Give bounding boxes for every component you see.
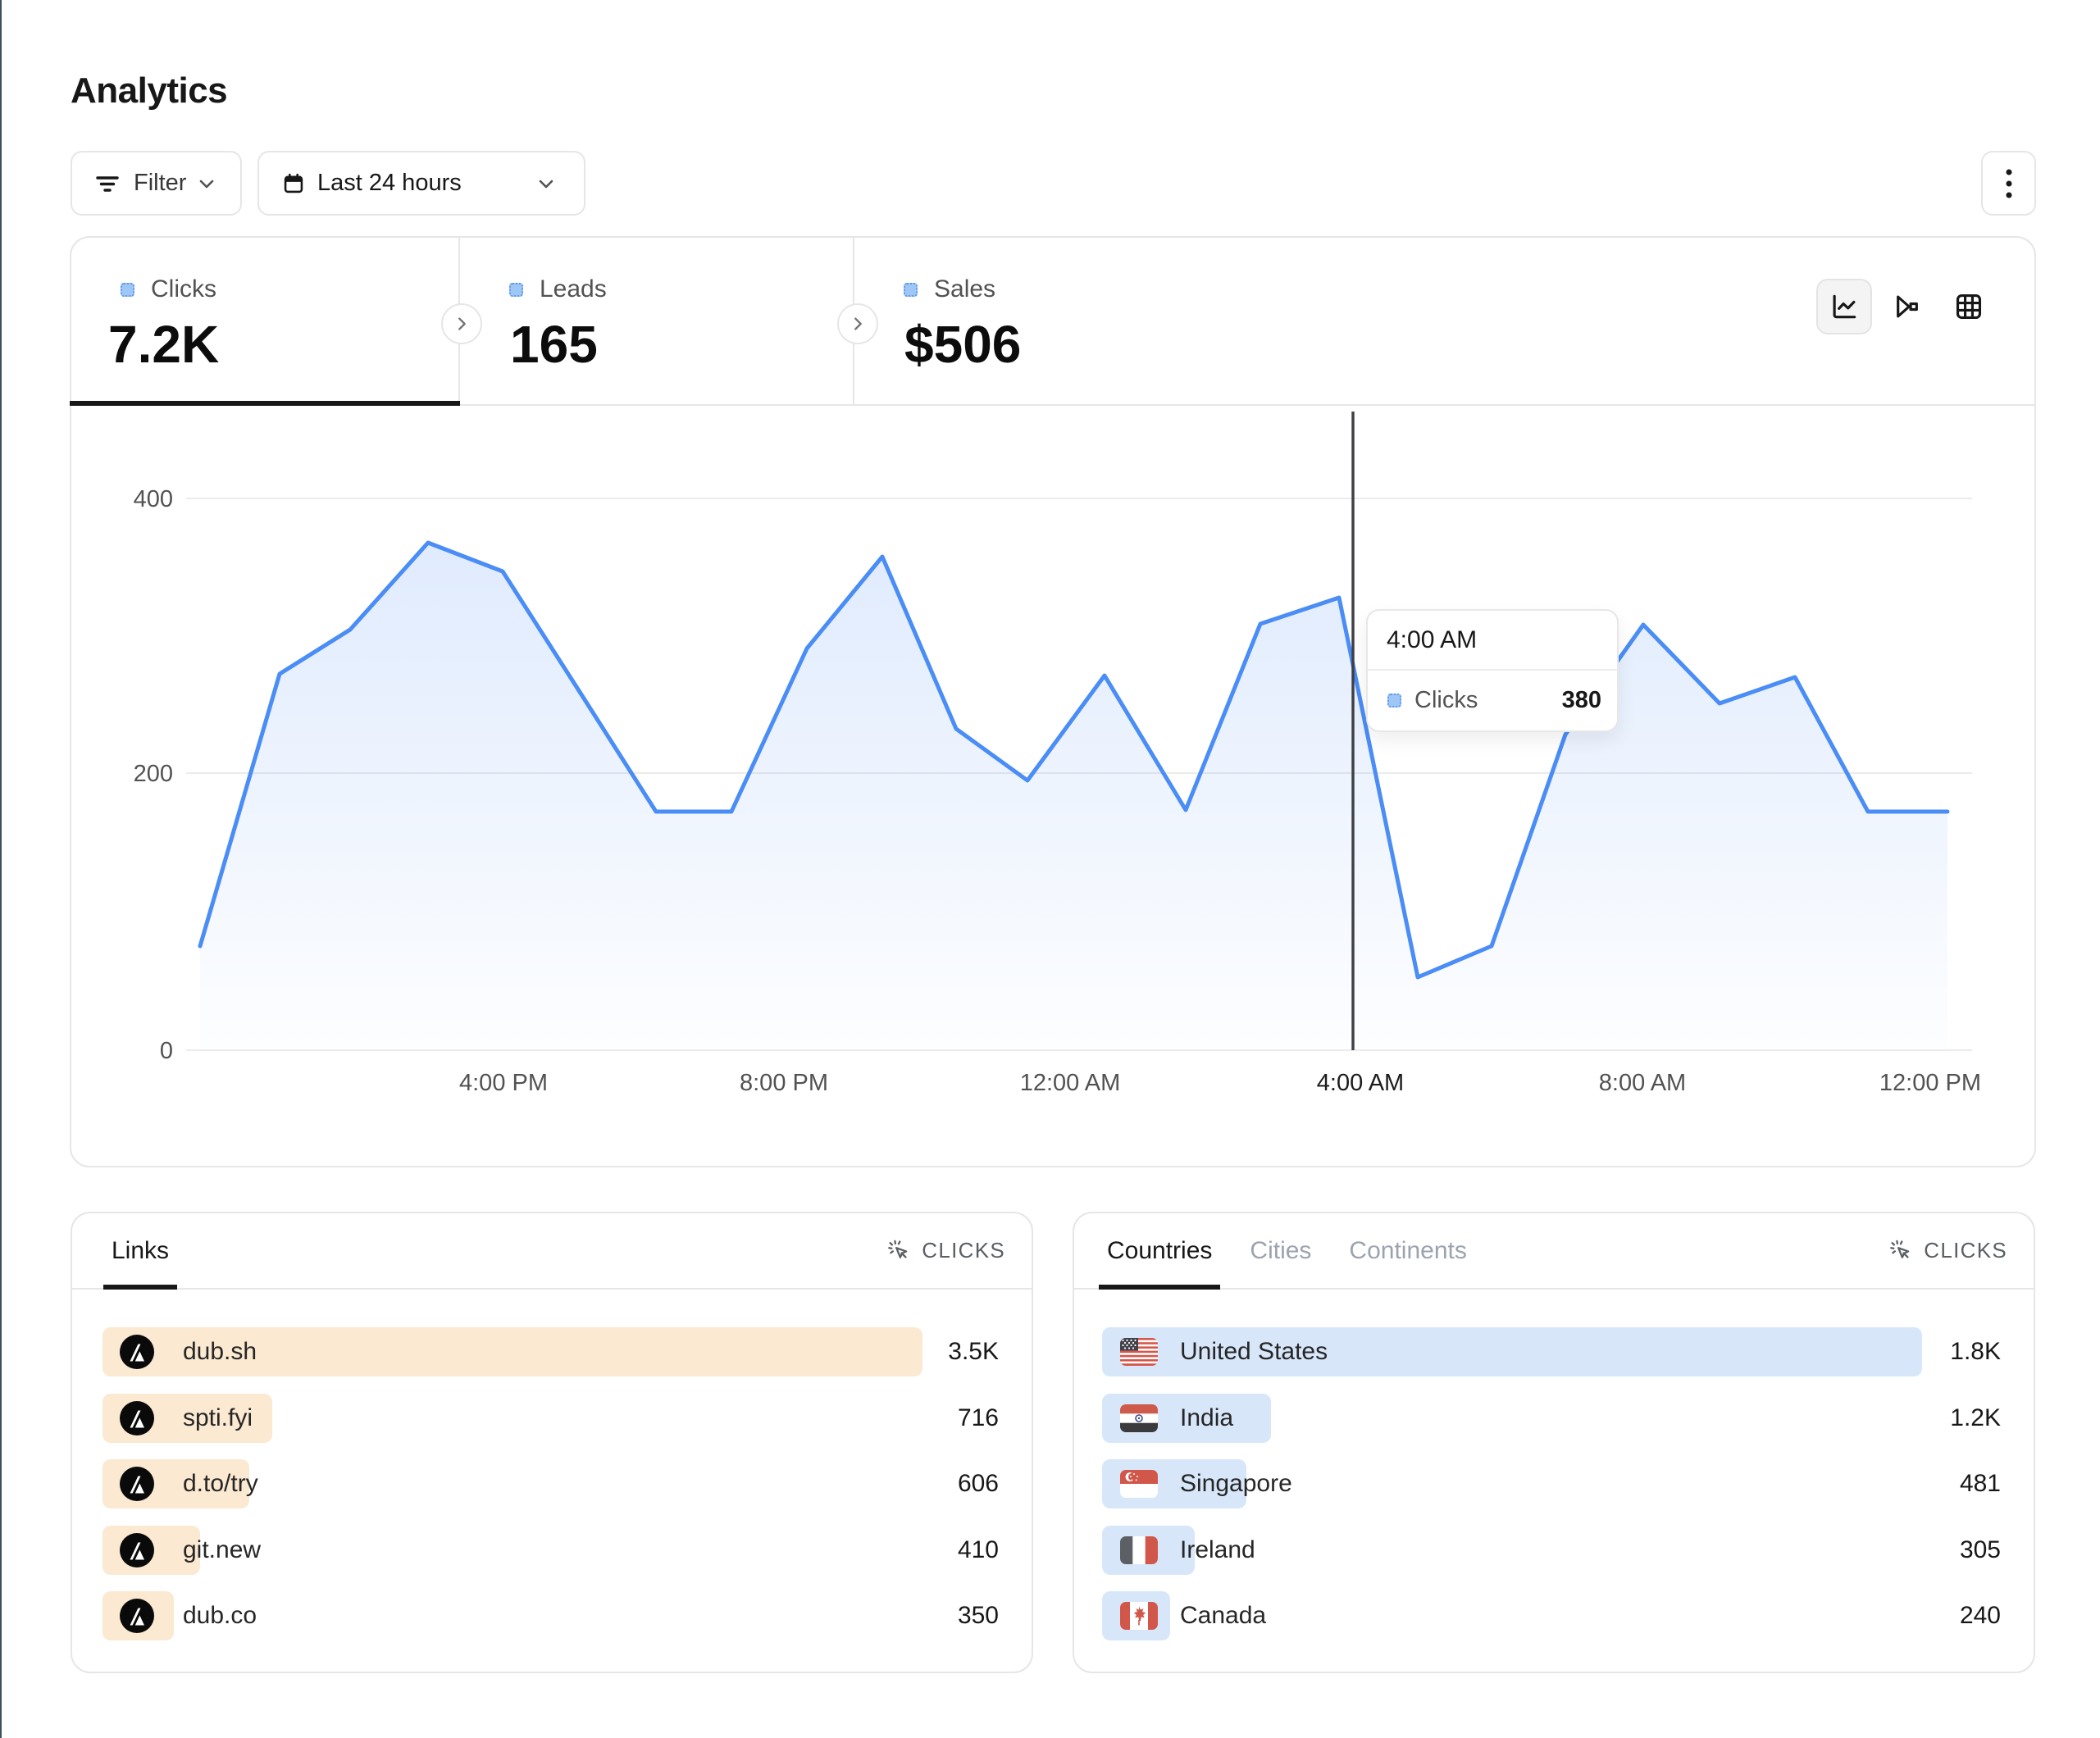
svg-text:0: 0 [160, 1038, 173, 1064]
svg-text:200: 200 [134, 761, 173, 787]
svg-text:12:00 PM: 12:00 PM [1879, 1070, 1981, 1096]
svg-text:4:00 AM: 4:00 AM [1317, 1070, 1404, 1096]
svg-text:12:00 AM: 12:00 AM [1020, 1070, 1121, 1096]
svg-text:400: 400 [134, 486, 173, 512]
svg-text:8:00 AM: 8:00 AM [1599, 1070, 1686, 1096]
svg-text:4:00 PM: 4:00 PM [459, 1070, 548, 1096]
svg-text:8:00 PM: 8:00 PM [740, 1070, 828, 1096]
